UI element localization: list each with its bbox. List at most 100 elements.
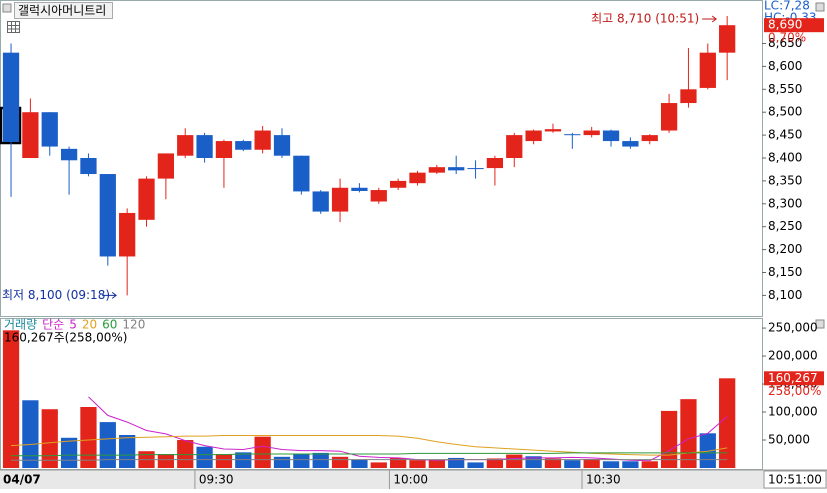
date-label: 04/07 <box>3 473 41 487</box>
cursor-label: 10:51:00 <box>768 473 822 487</box>
moving-average-line <box>11 452 728 457</box>
panel-menu-icon[interactable] <box>815 319 825 329</box>
candle-body <box>428 167 445 173</box>
last-volume-label: 160,267 <box>768 371 818 385</box>
candle-body <box>22 112 39 158</box>
volume-bar <box>680 399 697 468</box>
candle-body <box>99 174 116 257</box>
volume-bar <box>22 400 39 468</box>
candle-body <box>331 187 349 212</box>
high-arrow <box>702 15 717 23</box>
x-tick-label: 10:00 <box>393 473 428 487</box>
lc-label: LC:7,28 <box>764 0 810 13</box>
y-tick-label: 8,650 <box>768 36 802 50</box>
candle-body <box>293 155 310 192</box>
candle-body <box>622 141 639 147</box>
candle-body <box>544 129 562 132</box>
volume-bar <box>2 330 20 468</box>
candle-body <box>2 52 20 142</box>
y-tick-label: 100,000 <box>768 405 818 419</box>
last-volume-box <box>764 371 824 386</box>
grid-icon[interactable] <box>7 21 20 33</box>
volume-bar <box>351 459 368 468</box>
candle-body <box>467 168 484 170</box>
volume-bar <box>564 460 581 468</box>
volume-bar <box>293 454 310 468</box>
volume-bar <box>99 422 116 468</box>
candle-body <box>370 190 387 202</box>
moving-average-line <box>11 459 728 461</box>
volume-bar <box>448 457 465 468</box>
legend-entry: 20 <box>82 318 97 332</box>
candle-body <box>564 134 581 136</box>
y-tick-label: 8,450 <box>768 128 802 142</box>
y-tick-label: 8,600 <box>768 59 802 73</box>
candle-body <box>390 180 407 188</box>
volume-bar <box>390 457 407 468</box>
y-tick-label: 8,150 <box>768 265 802 279</box>
volume-bar <box>409 460 426 468</box>
candle-body <box>409 172 426 184</box>
candle-body <box>699 52 716 88</box>
panel-menu-icon[interactable] <box>815 2 825 12</box>
volume-bar <box>719 378 736 468</box>
chart-title: 갤럭시아머니트리 <box>18 4 106 18</box>
candle-body <box>351 187 368 191</box>
candle-body <box>680 89 697 104</box>
legend-entry: 120 <box>122 318 145 332</box>
candle-body <box>41 112 58 147</box>
last-price-label: 8,690 <box>768 18 802 32</box>
candle-body <box>486 158 504 169</box>
candle-body <box>138 178 155 220</box>
y-tick-label: 200,000 <box>768 349 818 363</box>
last-price-box <box>764 18 824 33</box>
candle-body <box>215 141 233 158</box>
volume-bar <box>525 456 542 468</box>
volume-bar <box>196 446 213 468</box>
candle-body <box>448 167 465 171</box>
volume-bar <box>467 462 484 468</box>
candle-body <box>602 130 620 142</box>
volume-bar <box>119 434 136 468</box>
volume-bar <box>506 454 523 468</box>
legend-entry: 거래량 <box>4 318 37 332</box>
volume-bar <box>641 461 658 468</box>
candle-body <box>60 148 78 161</box>
candle-body <box>235 141 252 150</box>
candle-body <box>525 130 542 142</box>
y-tick-label: 8,250 <box>768 219 802 233</box>
y-tick-label: 8,500 <box>768 105 802 119</box>
volume-bar <box>41 409 58 468</box>
volume-bar <box>177 440 194 468</box>
x-axis-strip <box>0 470 827 489</box>
candle-body <box>583 130 600 136</box>
y-tick-label: 8,300 <box>768 196 802 210</box>
candle-body <box>177 135 194 156</box>
volume-bar <box>622 461 639 468</box>
candle-body <box>719 25 736 53</box>
volume-bar <box>486 458 504 468</box>
volume-bar <box>312 452 329 468</box>
candle-body <box>641 135 658 142</box>
x-tick-label: 10:30 <box>586 473 621 487</box>
moving-average-line <box>10 435 728 456</box>
volume-bar <box>60 437 78 468</box>
cursor-box <box>763 470 827 489</box>
volume-bar <box>273 456 291 468</box>
candle-body <box>157 153 174 179</box>
x-tick-label: 09:30 <box>199 473 234 487</box>
volume-bar <box>331 456 349 468</box>
menu-icon[interactable] <box>2 3 12 13</box>
y-tick-label: 50,000 <box>768 433 810 447</box>
volume-bar <box>215 454 233 468</box>
candle-body <box>80 158 97 175</box>
y-tick-label: 8,100 <box>768 288 802 302</box>
candle-body <box>660 103 678 131</box>
volume-bar <box>254 436 271 468</box>
candle-body <box>119 212 136 257</box>
legend-entry: 60 <box>102 318 117 332</box>
legend-entry: 단순 <box>42 318 64 332</box>
candle-body <box>254 130 271 150</box>
